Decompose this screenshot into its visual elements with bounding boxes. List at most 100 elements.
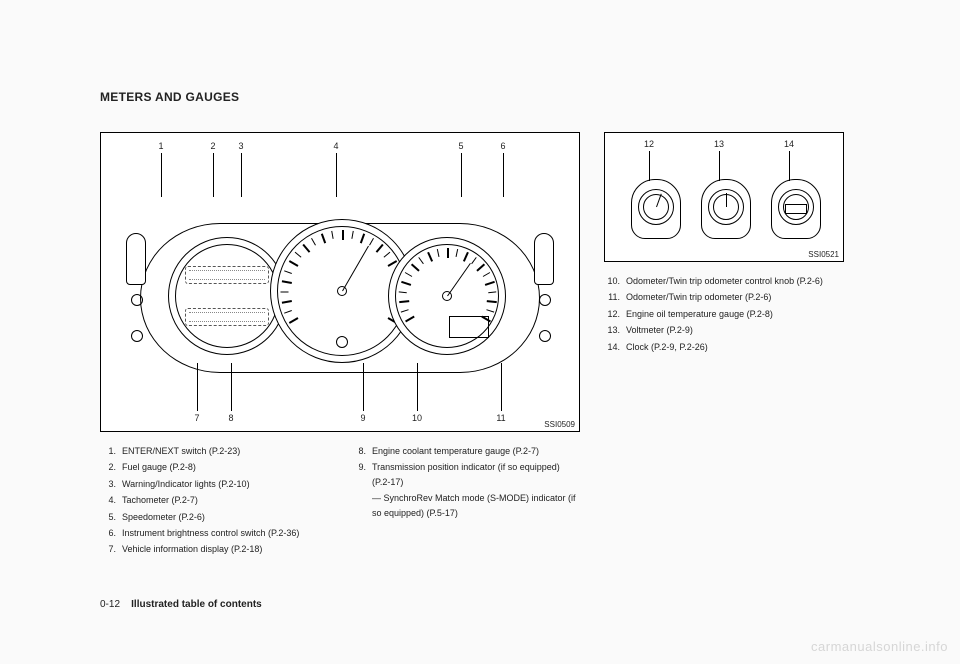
legend-text: Fuel gauge (P.2-8): [122, 460, 330, 474]
page-number: 0-12: [100, 599, 120, 610]
legend-main: 1. ENTER/NEXT switch (P.2-23) 2. Fuel gauge…: [100, 444, 580, 559]
callout-line: [363, 363, 364, 411]
legend-text: Voltmeter (P.2-9): [626, 323, 844, 337]
legend-text: Odometer/Twin trip odometer control knob…: [626, 274, 844, 288]
legend-number: 1.: [100, 444, 116, 458]
legend-number: 10.: [604, 274, 620, 288]
callout-number: 6: [496, 141, 510, 151]
callout-line: [501, 363, 502, 411]
legend-row: 13. Voltmeter (P.2-9): [604, 323, 844, 337]
figure-aux-gauges: SSI0521 12 13 14: [604, 132, 844, 262]
legend-row: 10. Odometer/Twin trip odometer control k…: [604, 274, 844, 288]
legend-number: 8.: [350, 444, 366, 458]
legend-text: Warning/Indicator lights (P.2-10): [122, 477, 330, 491]
page-footer: 0-12 Illustrated table of contents: [100, 599, 262, 610]
legend-number: 9.: [350, 460, 366, 489]
legend-text: Vehicle information display (P.2-18): [122, 542, 330, 556]
legend-row-dash: — SynchroRev Match mode (S-MODE) indicat…: [350, 491, 580, 520]
legend-text: — SynchroRev Match mode (S-MODE) indicat…: [350, 491, 580, 520]
legend-number: 6.: [100, 526, 116, 540]
callout-number: 4: [329, 141, 343, 151]
figure-main-cluster: SSI0509 1 2 3 4 5 6 7 8 9 10 11: [100, 132, 580, 432]
callout-line: [213, 153, 214, 197]
legend-row: 7. Vehicle information display (P.2-18): [100, 542, 330, 556]
callout-number: 8: [224, 413, 238, 423]
legend-number: 5.: [100, 510, 116, 524]
legend-text: Engine oil temperature gauge (P.2-8): [626, 307, 844, 321]
left-dial: [168, 237, 286, 355]
left-control-stalk: [126, 233, 146, 285]
legend-row: 14. Clock (P.2-9, P.2-26): [604, 340, 844, 354]
legend-row: 5. Speedometer (P.2-6): [100, 510, 330, 524]
legend-number: 7.: [100, 542, 116, 556]
legend-row: 9.Transmission position indicator (if so…: [350, 460, 580, 489]
odometer-lcd: [449, 316, 489, 338]
legend-number: 14.: [604, 340, 620, 354]
callout-number: 2: [206, 141, 220, 151]
legend-number: 3.: [100, 477, 116, 491]
legend-number: 2.: [100, 460, 116, 474]
legend-row: 12. Engine oil temperature gauge (P.2-8): [604, 307, 844, 321]
callout-line: [336, 153, 337, 197]
callout-line: [461, 153, 462, 197]
legend-row: 4. Tachometer (P.2-7): [100, 493, 330, 507]
callout-line: [231, 363, 232, 411]
legend-row: 11. Odometer/Twin trip odometer (P.2-6): [604, 290, 844, 304]
legend-number: 12.: [604, 307, 620, 321]
aux-gauge-oil-temp: [631, 179, 681, 239]
legend-row: 8. Engine coolant temperature gauge (P.2-…: [350, 444, 580, 458]
legend-text: Odometer/Twin trip odometer (P.2-6): [626, 290, 844, 304]
callout-line: [719, 151, 720, 181]
legend-row: 1. ENTER/NEXT switch (P.2-23): [100, 444, 330, 458]
right-dial-speedometer: [388, 237, 506, 355]
legend-row: 2. Fuel gauge (P.2-8): [100, 460, 330, 474]
callout-line: [503, 153, 504, 197]
manual-page: METERS AND GAUGES: [100, 90, 860, 610]
callout-number: 3: [234, 141, 248, 151]
callout-line: [197, 363, 198, 411]
info-display-top: [185, 266, 269, 284]
callout-number: 9: [356, 413, 370, 423]
section-title: Illustrated table of contents: [131, 599, 262, 610]
instrument-cluster-illustration: [130, 195, 550, 405]
content-row: SSI0509 1234567891011 1.ENTER/NEXT switc…: [100, 132, 860, 559]
legend-row: 6. Instrument brightness control switch (…: [100, 526, 330, 540]
legend-text: Engine coolant temperature gauge (P.2-7): [372, 444, 580, 458]
legend-text: Speedometer (P.2-6): [122, 510, 330, 524]
aux-gauge-voltmeter: [701, 179, 751, 239]
legend-text: Tachometer (P.2-7): [122, 493, 330, 507]
watermark: carmanualsonline.info: [811, 639, 948, 654]
callout-number: 1: [154, 141, 168, 151]
figure-code: SSI0509: [544, 420, 575, 429]
aux-gauge-clock: [771, 179, 821, 239]
page-title: METERS AND GAUGES: [100, 90, 860, 104]
left-column: SSI0509 1 2 3 4 5 6 7 8 9 10 11 1. ENTER/NEXT switc…: [100, 132, 580, 559]
callout-number: 7: [190, 413, 204, 423]
callout-number: 11: [494, 413, 508, 423]
legend-number: 11.: [604, 290, 620, 304]
legend-aux: 10. Odometer/Twin trip odometer control k…: [604, 274, 844, 354]
legend-number: 13.: [604, 323, 620, 337]
legend-text: Transmission position indicator (if so e…: [372, 460, 580, 489]
info-display-bottom: [185, 308, 269, 326]
callout-number: 12: [642, 139, 656, 149]
callout-line: [789, 151, 790, 181]
figure-code-aux: SSI0521: [808, 250, 839, 259]
legend-text: ENTER/NEXT switch (P.2-23): [122, 444, 330, 458]
callout-number: 10: [410, 413, 424, 423]
transmission-indicator: [336, 336, 348, 348]
right-column: SSI0521 12 13 14 10. Odometer/Twin trip odo…: [604, 132, 844, 559]
callout-number: 14: [782, 139, 796, 149]
legend-number: 4.: [100, 493, 116, 507]
callout-number: 13: [712, 139, 726, 149]
legend-text: Instrument brightness control switch (P.…: [122, 526, 330, 540]
callout-line: [649, 151, 650, 181]
aux-gauges-illustration: [605, 133, 843, 261]
legend-row: 3. Warning/Indicator lights (P.2-10): [100, 477, 330, 491]
callout-line: [161, 153, 162, 197]
callout-line: [241, 153, 242, 197]
callout-line: [417, 363, 418, 411]
right-control-stalk: [534, 233, 554, 285]
callout-number: 5: [454, 141, 468, 151]
legend-text: Clock (P.2-9, P.2-26): [626, 340, 844, 354]
